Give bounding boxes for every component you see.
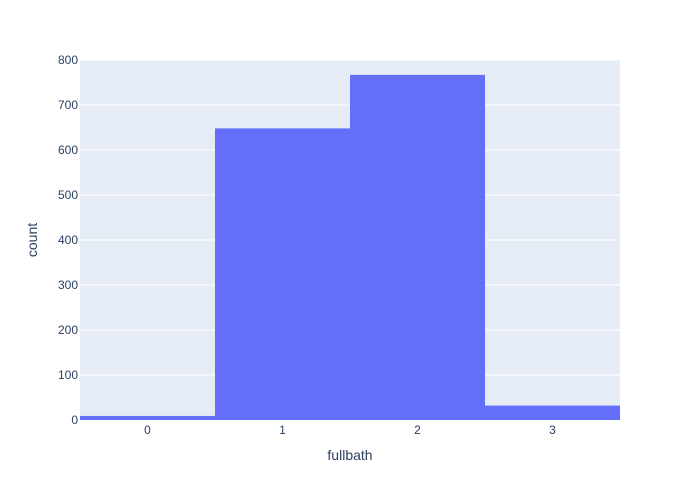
y-tick-label-100: 100 bbox=[58, 368, 78, 382]
y-tick-label-500: 500 bbox=[58, 188, 78, 202]
x-tick-label-2: 2 bbox=[414, 423, 421, 437]
y-axis-ticks: 0 100 200 300 400 500 600 700 800 bbox=[58, 53, 78, 427]
y-axis-title: count bbox=[24, 223, 40, 257]
y-tick-label-400: 400 bbox=[58, 233, 78, 247]
x-tick-label-0: 0 bbox=[144, 423, 151, 437]
bar-1[interactable] bbox=[215, 128, 350, 420]
x-axis-ticks: 0 1 2 3 bbox=[144, 423, 556, 437]
y-tick-label-700: 700 bbox=[58, 98, 78, 112]
bar-2[interactable] bbox=[350, 74, 485, 420]
bars bbox=[80, 74, 620, 420]
y-tick-label-0: 0 bbox=[71, 413, 78, 427]
bar-3[interactable] bbox=[485, 405, 620, 420]
y-tick-label-300: 300 bbox=[58, 278, 78, 292]
y-tick-label-600: 600 bbox=[58, 143, 78, 157]
x-tick-label-1: 1 bbox=[279, 423, 286, 437]
x-axis-title: fullbath bbox=[327, 447, 372, 463]
bar-0[interactable] bbox=[80, 415, 215, 420]
x-tick-label-3: 3 bbox=[549, 423, 556, 437]
y-tick-label-800: 800 bbox=[58, 53, 78, 67]
y-tick-label-200: 200 bbox=[58, 323, 78, 337]
